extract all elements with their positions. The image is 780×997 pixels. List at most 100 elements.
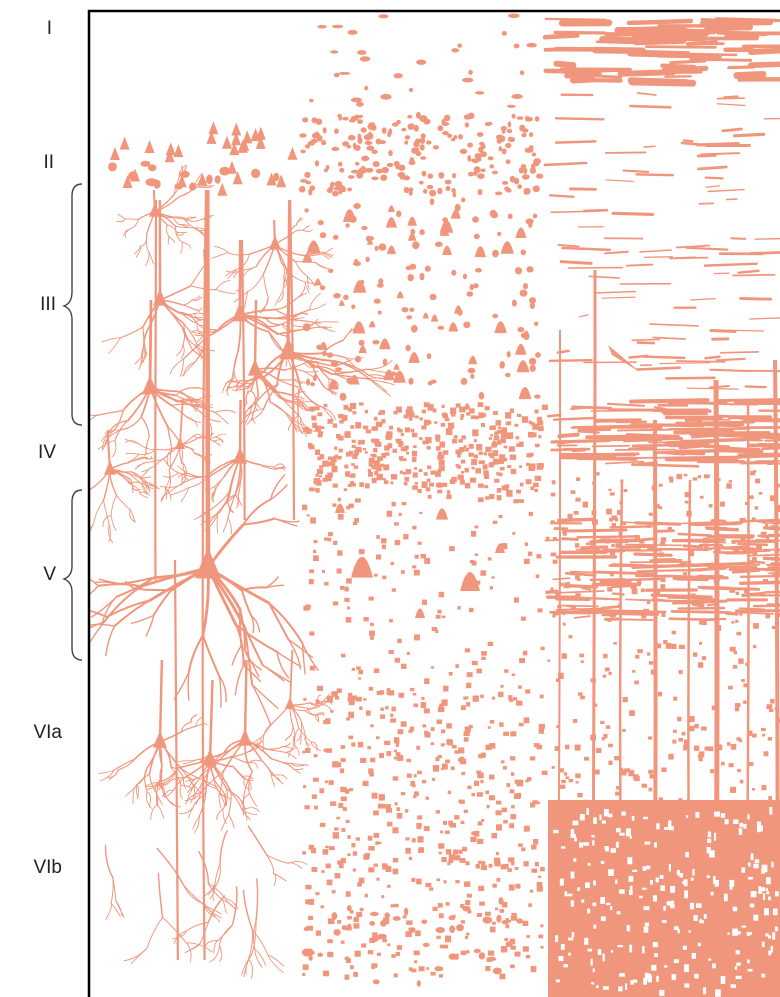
neuron-nucleus — [378, 140, 387, 145]
dendrite — [172, 777, 186, 792]
granule-cell — [683, 473, 688, 477]
gap — [630, 980, 634, 985]
neuron-nucleus — [529, 364, 536, 372]
dendrite — [301, 721, 306, 739]
dendrite — [266, 325, 287, 337]
granule-cell — [503, 445, 508, 449]
granule-cell — [309, 631, 315, 636]
myelinated-fiber — [643, 256, 673, 258]
dendrite — [214, 780, 223, 796]
granule-cell — [509, 698, 513, 702]
dendrite — [285, 751, 297, 760]
granule-cell — [386, 688, 391, 692]
granule-cell — [470, 477, 477, 483]
gap — [606, 902, 611, 906]
granule-cell — [340, 857, 346, 864]
gap — [707, 831, 712, 838]
granule-cell — [396, 812, 403, 819]
neuron-nucleus — [536, 173, 544, 179]
granule-cell — [405, 837, 410, 841]
granule-cell — [713, 578, 719, 584]
granule-cell — [302, 851, 306, 855]
granule-cell — [463, 731, 470, 736]
myelinated-fiber — [669, 59, 707, 65]
granule-cell — [351, 843, 356, 848]
pyramidal-soma — [436, 508, 448, 520]
dendrite — [231, 351, 239, 380]
neuron-nucleus — [427, 381, 433, 386]
dendrite — [141, 467, 151, 477]
granule-cell — [528, 420, 532, 424]
granule-cell — [482, 464, 488, 470]
granule-cell — [389, 618, 393, 623]
neuron-nucleus — [353, 144, 361, 151]
granule-cell — [697, 754, 701, 758]
granule-cell — [523, 558, 530, 564]
gap — [642, 866, 647, 871]
granule-cell — [325, 474, 332, 482]
neuron-nucleus — [419, 137, 426, 144]
granule-cell — [436, 935, 441, 939]
granule-cell — [326, 879, 333, 886]
gap — [703, 987, 707, 995]
granule-cell — [343, 488, 348, 491]
gap — [669, 826, 674, 831]
gap — [583, 842, 590, 846]
dendrite — [261, 759, 272, 775]
granule-cell — [440, 422, 446, 427]
granule-cell — [406, 920, 413, 925]
dendrite — [183, 323, 198, 345]
glial-nucleus — [364, 85, 369, 91]
dendrite — [294, 744, 300, 756]
neuron-nucleus — [507, 213, 513, 219]
granule-cell — [342, 807, 347, 811]
neuron-nucleus — [404, 140, 409, 145]
granule-cell — [374, 936, 380, 940]
granule-cell — [302, 504, 308, 511]
dendrite — [186, 416, 198, 427]
dendrite — [239, 457, 261, 466]
granule-cell — [536, 881, 543, 887]
granule-cell — [464, 696, 469, 700]
neuron-nucleus — [486, 956, 497, 962]
granule-cell — [561, 653, 567, 659]
dendrite — [188, 806, 194, 819]
gap — [761, 941, 765, 948]
dendrite — [288, 861, 308, 865]
dendrite — [322, 693, 331, 702]
dendrite — [248, 958, 253, 980]
dendrite — [227, 501, 234, 513]
neuron-nucleus — [429, 293, 437, 301]
dendrite — [241, 807, 258, 815]
dendrite — [281, 746, 292, 749]
pyramidal-soma — [343, 209, 357, 222]
granule-cell — [465, 861, 470, 866]
neuron-nucleus — [310, 382, 315, 387]
granule-cell — [509, 454, 517, 460]
dendrite — [149, 387, 169, 428]
granule-cell — [560, 582, 564, 587]
neuron-nucleus — [334, 180, 343, 188]
dendrite — [56, 508, 71, 511]
dendrite — [112, 440, 117, 458]
dendrite — [214, 780, 226, 796]
granule-cell — [510, 938, 515, 942]
myelinated-fiber — [559, 455, 617, 460]
gap — [668, 820, 672, 828]
granule-cell — [568, 779, 574, 783]
granule-cell — [494, 861, 501, 867]
granule-cell — [305, 428, 312, 434]
granule-cell — [393, 973, 398, 978]
granule-cell — [348, 711, 355, 718]
pyramidal-soma — [454, 305, 463, 314]
granule-cell — [331, 457, 337, 463]
granule-cell — [435, 471, 441, 477]
dendrite — [289, 419, 301, 432]
granule-cell — [632, 670, 636, 673]
granule-cell — [460, 416, 464, 421]
neuron-nucleus — [409, 307, 415, 312]
granule-cell — [352, 851, 358, 856]
neuron-nucleus — [322, 127, 327, 134]
glial-nucleus — [475, 91, 485, 95]
granule-cell — [613, 642, 617, 645]
